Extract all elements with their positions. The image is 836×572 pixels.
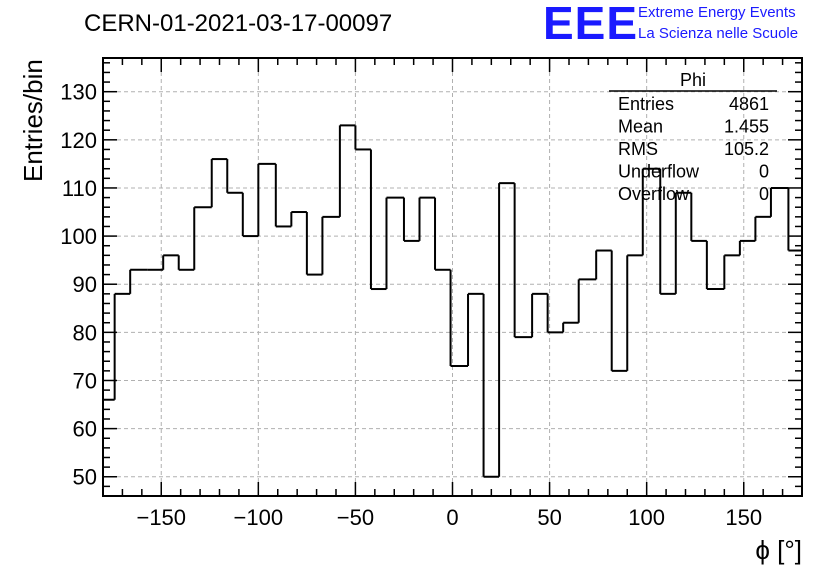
x-tick-label: 150 xyxy=(725,505,762,530)
axes: −150 −100 −50 0 50 100 150 50 60 70 80 90 100 110 120 1… xyxy=(60,57,803,530)
stats-row-value: 105.2 xyxy=(724,139,769,159)
eee-tagline-line1: Extreme Energy Events xyxy=(638,4,796,21)
chart-title: CERN-01-2021-03-17-00097 xyxy=(84,10,393,37)
x-tick-label: 0 xyxy=(446,505,458,530)
x-tick-label: −50 xyxy=(337,505,374,530)
x-tick-label: −150 xyxy=(136,505,186,530)
stats-row-label: Mean xyxy=(618,117,663,137)
y-tick-label: 110 xyxy=(62,176,97,201)
stats-box-name: Phi xyxy=(680,70,706,90)
stats-row-label: RMS xyxy=(618,139,658,159)
stats-row-label: Entries xyxy=(618,94,674,114)
y-tick-label: 60 xyxy=(73,417,97,442)
y-tick-label: 120 xyxy=(60,128,97,153)
stats-row-label: Underflow xyxy=(618,162,700,182)
stats-row-value: 0 xyxy=(759,162,769,182)
eee-logo: EEE xyxy=(543,0,639,49)
y-tick-label: 50 xyxy=(73,465,97,490)
stats-row-value: 1.455 xyxy=(724,117,769,137)
grid-lines xyxy=(103,58,802,496)
y-tick-label: 130 xyxy=(60,80,97,105)
x-axis-label: ϕ [°] xyxy=(755,535,802,565)
y-tick-label: 80 xyxy=(73,320,97,345)
stats-row-value: 4861 xyxy=(729,94,769,114)
stats-row-value: 0 xyxy=(759,184,769,204)
x-tick-label: 50 xyxy=(537,505,561,530)
stats-row-label: Overflow xyxy=(618,184,690,204)
x-tick-label: 100 xyxy=(628,505,665,530)
x-tick-label: −100 xyxy=(234,505,284,530)
y-tick-label: 70 xyxy=(73,368,97,393)
y-tick-label: 100 xyxy=(60,224,97,249)
stats-box: Phi Entries 4861 Mean 1.455 RMS 105.2 Underflow… xyxy=(609,70,777,204)
y-tick-label: 90 xyxy=(73,272,97,297)
eee-tagline-line2: La Scienza nelle Scuole xyxy=(638,25,799,42)
